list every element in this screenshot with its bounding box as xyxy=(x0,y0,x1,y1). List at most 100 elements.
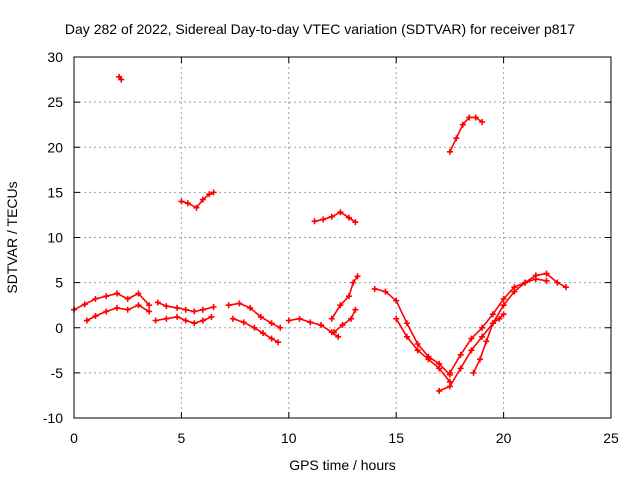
data-point xyxy=(328,213,335,220)
y-tick-label: 20 xyxy=(47,139,63,155)
series-seg5 xyxy=(152,313,215,327)
data-point xyxy=(466,114,473,121)
y-tick-label: 15 xyxy=(47,184,63,200)
data-point xyxy=(208,313,215,320)
data-point xyxy=(307,319,314,326)
data-point xyxy=(470,369,477,376)
data-point xyxy=(124,306,131,313)
data-point xyxy=(199,306,206,313)
grid-lines xyxy=(74,57,611,418)
data-point xyxy=(296,315,303,322)
series-line xyxy=(438,272,567,392)
data-point xyxy=(229,315,236,322)
data-point xyxy=(152,317,159,324)
data-point xyxy=(191,308,198,315)
data-point xyxy=(103,308,110,315)
series-line xyxy=(373,288,451,376)
data-point xyxy=(339,322,346,329)
x-tick-label: 5 xyxy=(178,430,186,446)
data-point xyxy=(182,317,189,324)
data-point xyxy=(354,273,361,280)
data-point xyxy=(543,270,550,277)
data-point xyxy=(489,320,496,327)
data-point xyxy=(496,315,503,322)
series-seg15 xyxy=(446,114,486,155)
y-tick-label: 10 xyxy=(47,230,63,246)
series-line xyxy=(73,292,150,311)
data-point xyxy=(457,365,464,372)
data-point xyxy=(210,189,217,196)
data-point xyxy=(479,118,486,125)
data-point xyxy=(275,339,282,346)
series-seg4 xyxy=(154,299,217,315)
data-point xyxy=(285,317,292,324)
data-point xyxy=(425,356,432,363)
series-seg3 xyxy=(116,73,125,83)
data-point xyxy=(191,320,198,327)
x-tick-label: 10 xyxy=(281,430,297,446)
series-seg12 xyxy=(330,306,359,336)
data-point xyxy=(247,304,254,311)
data-point xyxy=(403,320,410,327)
data-point xyxy=(92,295,99,302)
data-point xyxy=(81,301,88,308)
data-point xyxy=(393,297,400,304)
chart-title: Day 282 of 2022, Sidereal Day-to-day VTE… xyxy=(65,21,575,37)
data-point xyxy=(210,303,217,310)
data-point xyxy=(511,284,518,291)
data-point xyxy=(337,209,344,216)
data-point xyxy=(225,302,232,309)
series-seg14 xyxy=(393,315,453,385)
data-point xyxy=(163,315,170,322)
data-point xyxy=(146,302,153,309)
data-point xyxy=(83,317,90,324)
series-seg13 xyxy=(371,285,453,378)
data-point xyxy=(163,303,170,310)
data-point xyxy=(135,302,142,309)
y-tick-label: 30 xyxy=(47,49,63,65)
data-point xyxy=(446,148,453,155)
data-point xyxy=(483,338,490,345)
data-point xyxy=(337,302,344,309)
data-point xyxy=(277,324,284,331)
data-point xyxy=(468,335,475,342)
series-line xyxy=(449,278,548,374)
data-point xyxy=(522,279,529,286)
data-point xyxy=(562,284,569,291)
data-point xyxy=(146,308,153,315)
data-point xyxy=(345,214,352,221)
data-point xyxy=(240,319,247,326)
data-point xyxy=(414,347,421,354)
data-point xyxy=(350,279,357,286)
series-seg10 xyxy=(311,209,359,226)
data-point xyxy=(457,351,464,358)
data-point xyxy=(268,320,275,327)
series-seg2 xyxy=(83,302,153,324)
data-point xyxy=(311,218,318,225)
data-point xyxy=(500,311,507,318)
data-point xyxy=(178,198,185,205)
series-seg8 xyxy=(229,315,282,346)
data-point xyxy=(476,356,483,363)
data-point xyxy=(251,324,258,331)
data-point xyxy=(174,313,181,320)
data-point xyxy=(206,191,213,198)
data-point xyxy=(468,347,475,354)
y-tick-label: 0 xyxy=(55,320,63,336)
data-point xyxy=(103,293,110,300)
y-tick-label: 5 xyxy=(55,275,63,291)
data-point xyxy=(543,277,550,284)
data-point xyxy=(382,288,389,295)
data-point xyxy=(352,219,359,226)
data-point xyxy=(113,290,120,297)
series-line xyxy=(333,308,357,334)
data-series xyxy=(71,73,569,394)
series-seg17 xyxy=(446,276,550,376)
data-point xyxy=(371,285,378,292)
data-point xyxy=(328,315,335,322)
data-point xyxy=(184,200,191,207)
data-point xyxy=(199,196,206,203)
data-point xyxy=(345,293,352,300)
x-tick-label: 0 xyxy=(70,430,78,446)
data-point xyxy=(500,302,507,309)
